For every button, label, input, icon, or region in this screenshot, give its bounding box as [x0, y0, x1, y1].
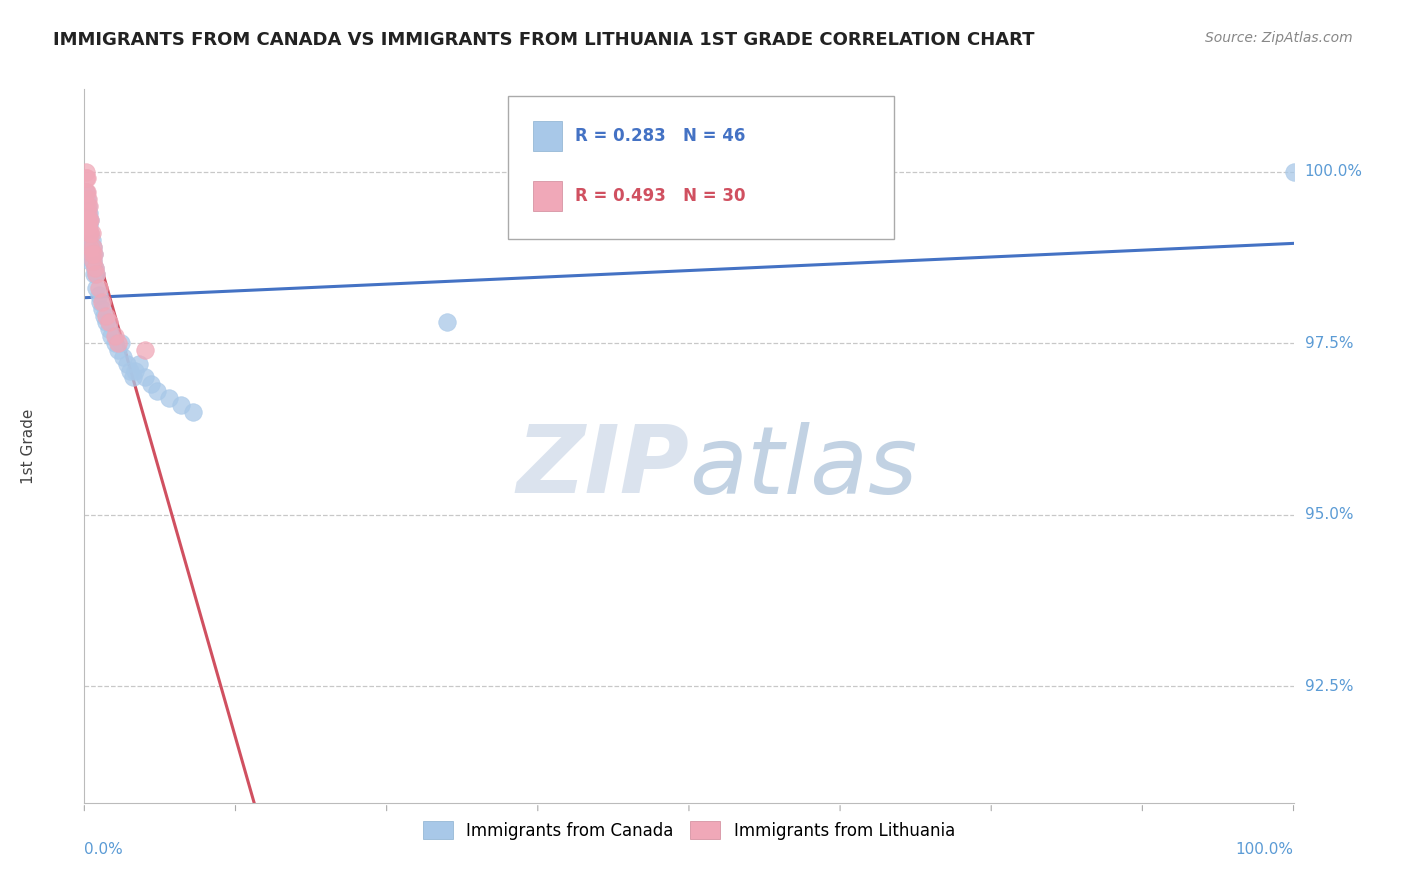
Point: [82, 253, 104, 268]
Text: 100.0%: 100.0%: [1236, 842, 1294, 856]
Point: [76, 171, 98, 186]
Point: [93, 309, 115, 323]
Text: 92.5%: 92.5%: [1305, 679, 1353, 694]
Point: [76, 192, 98, 206]
Point: [75, 171, 97, 186]
Point: [79, 212, 101, 227]
Point: [77, 233, 100, 247]
Text: Source: ZipAtlas.com: Source: ZipAtlas.com: [1205, 31, 1353, 45]
Point: [79, 240, 101, 254]
Point: [134, 343, 156, 357]
Point: [77, 199, 100, 213]
Point: [139, 377, 162, 392]
Point: [84, 260, 107, 275]
Point: [77, 212, 100, 227]
Point: [82, 240, 104, 254]
Point: [1282, 164, 1305, 178]
Point: [76, 212, 98, 227]
Point: [121, 370, 143, 384]
Point: [146, 384, 169, 398]
Point: [79, 212, 101, 227]
Point: [83, 247, 105, 261]
Point: [170, 398, 193, 412]
Point: [181, 405, 204, 419]
Text: 100.0%: 100.0%: [1305, 164, 1362, 179]
Point: [80, 233, 103, 247]
Point: [86, 268, 108, 282]
Point: [100, 329, 122, 343]
Point: [77, 227, 100, 241]
Point: [104, 329, 127, 343]
Point: [94, 316, 117, 330]
Point: [128, 357, 150, 371]
Point: [112, 350, 135, 364]
FancyBboxPatch shape: [533, 120, 562, 151]
Text: ZIP: ZIP: [516, 421, 689, 514]
Text: 0.0%: 0.0%: [84, 842, 124, 856]
Point: [82, 240, 104, 254]
Point: [91, 294, 114, 309]
Point: [75, 185, 97, 199]
Point: [77, 227, 100, 241]
Text: 1st Grade: 1st Grade: [21, 409, 37, 483]
Point: [79, 227, 101, 241]
Point: [120, 363, 142, 377]
Point: [91, 301, 114, 316]
Legend: Immigrants from Canada, Immigrants from Lithuania: Immigrants from Canada, Immigrants from …: [415, 814, 963, 848]
Point: [87, 281, 110, 295]
Point: [76, 185, 98, 199]
Point: [77, 212, 100, 227]
Point: [79, 253, 101, 268]
Point: [89, 294, 111, 309]
Point: [80, 247, 103, 261]
Point: [104, 336, 127, 351]
Point: [76, 205, 98, 219]
Point: [77, 219, 100, 234]
Text: R = 0.493   N = 30: R = 0.493 N = 30: [575, 187, 745, 205]
Point: [83, 247, 105, 261]
Point: [86, 281, 108, 295]
Point: [82, 253, 104, 268]
Point: [75, 185, 97, 199]
Text: 95.0%: 95.0%: [1305, 508, 1353, 522]
Point: [86, 268, 108, 282]
Point: [436, 316, 458, 330]
Point: [77, 199, 100, 213]
Point: [124, 363, 146, 377]
Point: [97, 316, 120, 330]
Point: [107, 336, 129, 351]
FancyBboxPatch shape: [533, 181, 562, 211]
Text: 97.5%: 97.5%: [1305, 335, 1353, 351]
Point: [94, 309, 117, 323]
Point: [107, 343, 129, 357]
Text: IMMIGRANTS FROM CANADA VS IMMIGRANTS FROM LITHUANIA 1ST GRADE CORRELATION CHART: IMMIGRANTS FROM CANADA VS IMMIGRANTS FRO…: [53, 31, 1035, 49]
Point: [115, 357, 138, 371]
Point: [134, 370, 156, 384]
Point: [79, 227, 101, 241]
Point: [110, 336, 132, 351]
Point: [84, 260, 107, 275]
FancyBboxPatch shape: [508, 96, 894, 239]
Point: [79, 240, 101, 254]
Point: [80, 247, 103, 261]
Point: [83, 268, 105, 282]
Point: [75, 164, 97, 178]
Point: [87, 288, 110, 302]
Point: [80, 227, 103, 241]
Point: [157, 391, 180, 405]
Point: [77, 205, 100, 219]
Point: [77, 219, 100, 234]
Point: [77, 192, 100, 206]
Point: [76, 199, 98, 213]
Point: [77, 205, 100, 219]
Text: atlas: atlas: [689, 422, 917, 513]
Point: [97, 322, 120, 336]
Text: R = 0.283   N = 46: R = 0.283 N = 46: [575, 127, 745, 145]
